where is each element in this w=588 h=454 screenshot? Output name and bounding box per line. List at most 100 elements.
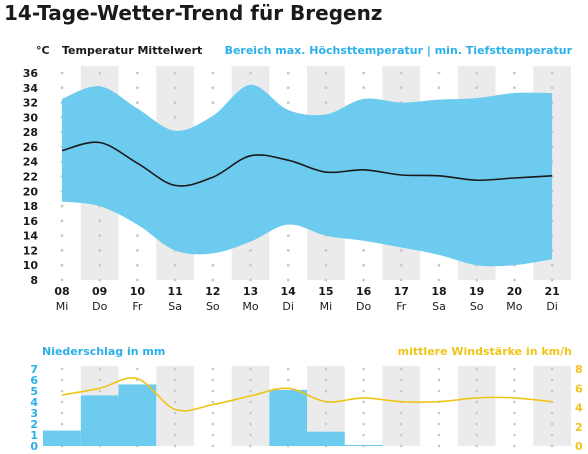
unit-label: °C (36, 44, 50, 57)
x-tick-day: 21 (544, 285, 559, 298)
grid-dot (98, 71, 102, 75)
x-tick-day: 13 (243, 285, 258, 298)
x-tick-weekday: Mo (242, 300, 258, 313)
grid-dot (173, 378, 177, 382)
precip-y-tick: 7 (30, 363, 38, 376)
grid-dot (437, 444, 441, 448)
grid-dot (211, 71, 215, 75)
grid-dot (98, 249, 102, 252)
grid-dot (362, 249, 365, 252)
grid-dot (249, 71, 252, 75)
grid-dot (550, 263, 554, 267)
grid-dot (550, 367, 554, 371)
grid-dot (400, 422, 403, 426)
grid-dot (550, 433, 554, 437)
grid-dot (324, 422, 328, 426)
grid-dot (399, 263, 403, 267)
x-tick-day: 17 (394, 285, 409, 298)
grid-dot (249, 278, 252, 282)
grid-dot (399, 249, 403, 252)
y-tick-label: 34 (23, 82, 39, 95)
precip-y-tick: 0 (30, 440, 38, 453)
grid-dot (399, 86, 403, 90)
grid-dot (211, 278, 215, 282)
range-legend: Bereich max. Höchsttemperatur | min. Tie… (225, 44, 573, 57)
grid-dot (173, 444, 177, 448)
precip-y-tick: 5 (30, 385, 38, 398)
grid-dot (60, 278, 64, 282)
wind-y-tick: 4 (575, 402, 583, 415)
grid-dot (513, 400, 516, 404)
grid-dot (400, 389, 403, 393)
grid-dot (513, 422, 516, 426)
temp-range-band (62, 84, 553, 267)
grid-dot (513, 71, 516, 75)
precip-y-tick: 3 (30, 407, 38, 420)
wind-y-tick: 8 (575, 363, 583, 376)
grid-dot (400, 444, 403, 448)
grid-dot (211, 400, 215, 404)
grid-dot (362, 378, 365, 382)
precip-legend: Niederschlag in mm (42, 345, 165, 358)
x-tick-weekday: Sa (432, 300, 446, 313)
grid-dot (362, 263, 365, 267)
grid-dot (550, 71, 554, 75)
y-tick-label: 8 (30, 274, 38, 287)
precip-y-tick: 6 (30, 374, 38, 387)
grid-dot (173, 86, 177, 90)
grid-dot (400, 433, 403, 437)
grid-dot (362, 422, 365, 426)
grid-dot (362, 433, 365, 437)
grid-dot (324, 249, 328, 252)
grid-dot (173, 411, 177, 415)
y-tick-label: 20 (23, 185, 39, 198)
grid-dot (173, 389, 177, 393)
x-tick-day: 15 (318, 285, 333, 298)
grid-dot (324, 367, 328, 371)
grid-dot (475, 71, 479, 75)
grid-dot (550, 422, 554, 426)
x-tick-day: 12 (205, 285, 220, 298)
grid-dot (286, 278, 290, 282)
grid-dot (475, 433, 479, 437)
y-tick-label: 18 (23, 200, 38, 213)
grid-dot (475, 378, 479, 382)
grid-dot (98, 278, 102, 282)
grid-dot (475, 367, 479, 371)
grid-dot (136, 263, 139, 267)
x-tick-weekday: Fr (132, 300, 143, 313)
grid-dot (136, 234, 139, 238)
grid-dot (324, 71, 328, 75)
grid-dot (550, 444, 554, 448)
temp-mean-line (61, 141, 553, 187)
grid-dot (211, 86, 215, 90)
grid-dot (324, 101, 328, 104)
x-tick-day: 16 (356, 285, 372, 298)
x-tick-weekday: Di (282, 300, 294, 313)
grid-dot (400, 378, 403, 382)
grid-dot (362, 71, 365, 75)
precip-bar (80, 395, 119, 446)
grid-dot (249, 400, 252, 404)
grid-dot (324, 86, 328, 90)
grid-dot (211, 411, 215, 415)
grid-dot (60, 86, 64, 90)
grid-dot (513, 367, 516, 371)
grid-dot (98, 378, 101, 382)
x-tick-day: 20 (507, 285, 523, 298)
grid-dot (437, 378, 441, 382)
grid-dot (173, 367, 177, 371)
grid-dot (60, 389, 64, 393)
grid-dot (324, 389, 328, 393)
grid-dot (475, 86, 479, 90)
grid-dot (437, 86, 441, 90)
x-tick-day: 10 (130, 285, 146, 298)
grid-dot (136, 71, 139, 75)
grid-dot (136, 367, 139, 371)
grid-dot (550, 389, 554, 393)
grid-dot (513, 444, 516, 448)
grid-dot (173, 278, 177, 282)
grid-dot (173, 115, 177, 119)
grid-dot (513, 411, 516, 415)
